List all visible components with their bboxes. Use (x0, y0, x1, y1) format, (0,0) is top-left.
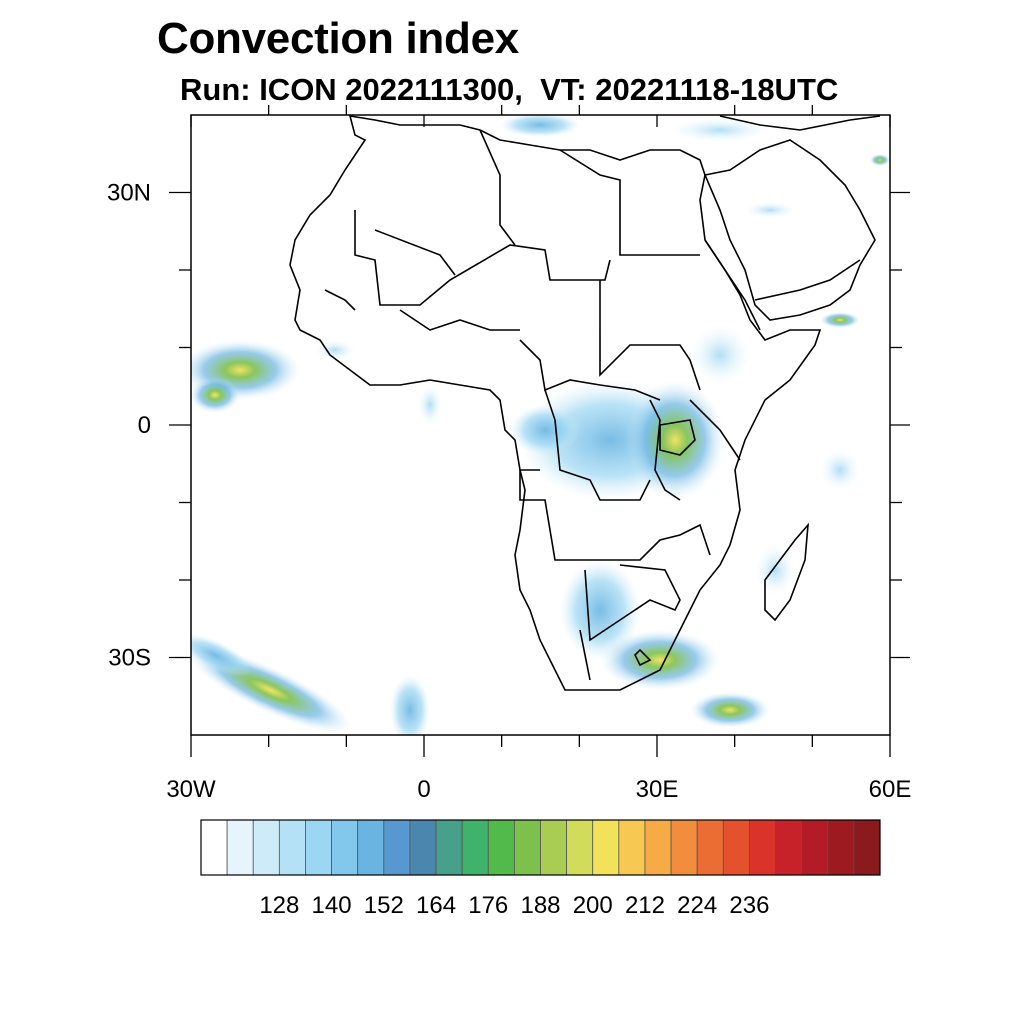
colorbar-label: 188 (520, 892, 560, 919)
colorbar-swatch (801, 819, 829, 876)
colorbar-swatch (487, 819, 515, 876)
colorbar-label: 200 (573, 892, 613, 919)
colorbar-swatch (749, 819, 776, 876)
colorbar-label: 152 (364, 892, 404, 919)
lon-tick-label: 30E (636, 776, 679, 803)
colorbar-swatch (618, 819, 646, 876)
lat-tick-label: 30N (107, 180, 151, 207)
colorbar-swatch (670, 819, 698, 876)
colorbar-swatch (722, 819, 750, 876)
colorbar-label: 224 (677, 892, 717, 919)
colorbar-swatch (383, 819, 411, 876)
map-subtitle: Run: ICON 2022111300, VT: 20221118-18UTC (180, 72, 839, 107)
lat-tick-label: 0 (138, 412, 151, 439)
colorbar-swatch (357, 819, 385, 876)
colorbar-swatch (566, 819, 594, 876)
colorbar-swatch (435, 819, 463, 876)
axis-ticks: 30W 0 30E 60E 30N 0 30S (107, 105, 911, 803)
colorbar-swatch (853, 819, 881, 876)
colorbar-swatch (461, 819, 489, 876)
colorbar-swatch (592, 819, 620, 876)
colorbar-swatch (540, 819, 568, 876)
colorbar-label: 212 (625, 892, 665, 919)
colorbar-swatch (513, 819, 541, 876)
colorbar-swatch (305, 819, 332, 876)
colorbar-swatch (200, 819, 228, 876)
colorbar: 128 140 152 164 176 188 200 212 224 236 (200, 819, 881, 919)
colorbar-label: 140 (312, 892, 352, 919)
colorbar-swatch (696, 819, 724, 876)
colorbar-label: 164 (416, 892, 456, 919)
colorbar-label: 176 (468, 892, 508, 919)
coastlines (289, 115, 881, 691)
colorbar-label: 128 (259, 892, 299, 919)
convection-field (191, 115, 890, 735)
colorbar-swatch (775, 819, 803, 876)
colorbar-label: 236 (729, 892, 769, 919)
colorbar-swatch (644, 819, 672, 876)
colorbar-swatch (331, 819, 359, 876)
lon-tick-label: 30W (166, 776, 216, 803)
colorbar-swatch (409, 819, 437, 876)
lat-tick-label: 30S (108, 645, 151, 672)
lon-tick-label: 0 (417, 776, 430, 803)
colorbar-swatch (226, 819, 254, 876)
lon-tick-label: 60E (869, 776, 912, 803)
colorbar-swatch (827, 819, 855, 876)
map-title: Convection index (157, 14, 519, 63)
colorbar-swatch (252, 819, 280, 876)
colorbar-frame (200, 819, 881, 876)
colorbar-swatch (278, 819, 306, 876)
